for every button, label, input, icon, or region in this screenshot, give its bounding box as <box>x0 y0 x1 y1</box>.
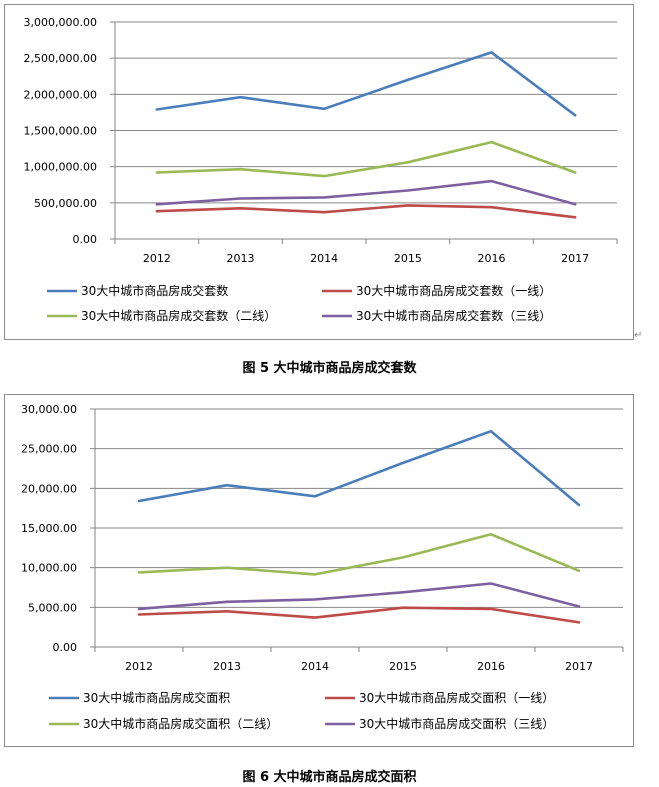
y-tick-label: 10,000.00 <box>21 562 77 575</box>
x-tick-label: 2014 <box>301 660 329 673</box>
y-tick-label: 15,000.00 <box>21 522 77 535</box>
y-tick-label: 3,000,000.00 <box>24 16 97 29</box>
series-line-3 <box>137 533 581 576</box>
figure-5-caption: 图 5 大中城市商品房成交套数 <box>242 361 417 376</box>
x-tick-label: 2017 <box>561 252 589 265</box>
x-tick-label: 2016 <box>478 252 506 265</box>
chart-panel-fig6: 0.00 5,000.00 10,000.00 15,000.00 20,000.00 2… <box>4 394 634 747</box>
legend-label-1: 30大中城市商品房成交面积 <box>83 690 230 705</box>
y-tick-label: 2,500,000.00 <box>24 52 97 65</box>
legend-label-3: 30大中城市商品房成交套数（二线） <box>81 308 276 323</box>
y-tick-label: 2,000,000.00 <box>24 88 97 101</box>
paragraph-mark: ↵ <box>634 330 643 341</box>
x-tick-label: 2017 <box>565 660 593 673</box>
series-line-3 <box>155 140 577 178</box>
legend-label-3: 30大中城市商品房成交面积（二线） <box>83 716 278 731</box>
figure-6-caption: 图 6 大中城市商品房成交面积 <box>242 770 417 785</box>
x-tick-label: 2012 <box>143 252 171 265</box>
series-line-1 <box>137 429 581 507</box>
x-tick-label: 2013 <box>213 660 241 673</box>
y-tick-label: 0.00 <box>73 233 98 246</box>
chart-fig5-svg: 0.00 500,000.00 1,000,000.00 1,500,000.00 2,… <box>24 16 618 323</box>
x-tick-label: 2015 <box>389 660 417 673</box>
y-tick-label: 1,500,000.00 <box>24 125 97 138</box>
series-line-1 <box>155 51 577 117</box>
y-tick-label: 30,000.00 <box>21 403 77 416</box>
x-tick-label: 2012 <box>125 660 153 673</box>
y-tick-label: 25,000.00 <box>21 443 77 456</box>
y-tick-label: 20,000.00 <box>21 482 77 495</box>
chart-panel-fig5: 0.00 500,000.00 1,000,000.00 1,500,000.00 2,… <box>4 4 634 340</box>
x-tick-label: 2014 <box>310 252 338 265</box>
series-line-4 <box>137 582 581 611</box>
y-tick-label: 0.00 <box>53 641 78 654</box>
x-tick-label: 2015 <box>394 252 422 265</box>
legend-label-2: 30大中城市商品房成交面积（一线） <box>359 690 554 705</box>
y-tick-label: 500,000.00 <box>34 197 97 210</box>
series-line-2 <box>155 204 577 219</box>
legend-label-4: 30大中城市商品房成交面积（三线） <box>359 716 554 731</box>
series-line-2 <box>137 606 581 624</box>
chart-fig6-svg: 0.00 5,000.00 10,000.00 15,000.00 20,000.00 2… <box>21 403 624 731</box>
legend-label-2: 30大中城市商品房成交套数（一线） <box>356 283 551 298</box>
legend-label-1: 30大中城市商品房成交套数 <box>81 283 228 298</box>
series-line-4 <box>155 179 577 206</box>
x-tick-label: 2016 <box>477 660 505 673</box>
y-tick-label: 1,000,000.00 <box>24 161 97 174</box>
legend-label-4: 30大中城市商品房成交套数（三线） <box>356 308 551 323</box>
x-tick-label: 2013 <box>227 252 255 265</box>
y-tick-label: 5,000.00 <box>28 601 77 614</box>
